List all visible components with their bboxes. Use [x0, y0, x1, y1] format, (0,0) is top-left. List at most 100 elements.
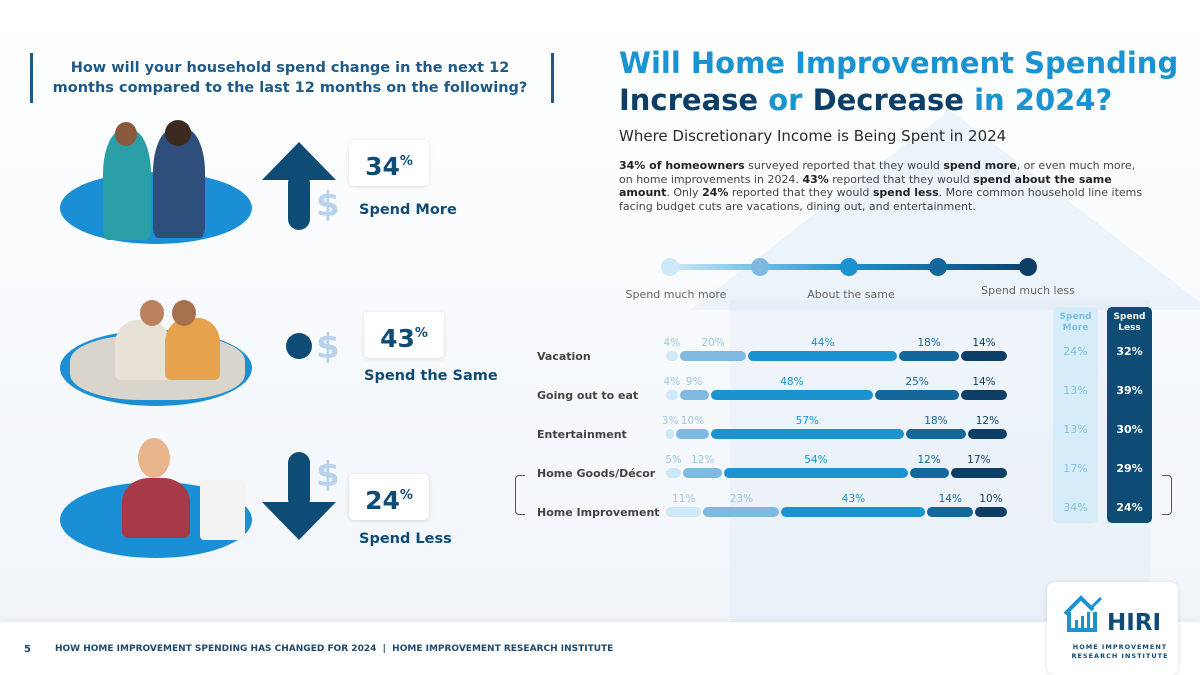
bar-value-label: 14%	[972, 376, 996, 388]
stat-spend-less: 24%	[349, 474, 429, 520]
spend-more-value: 34%	[1063, 501, 1088, 514]
page-title: Will Home Improvement Spending Increase …	[619, 46, 1179, 117]
dollar-icon: $	[316, 327, 340, 367]
category-label: Going out to eat	[537, 389, 639, 402]
scale-label-much-less: Spend much less	[981, 284, 1075, 297]
stat-spend-same: 43%	[364, 312, 444, 358]
spend-less-value: 30%	[1116, 423, 1143, 436]
question-right-rule	[551, 53, 554, 103]
bar-value-label: 57%	[795, 415, 820, 427]
bar-segment	[679, 351, 747, 361]
footer-text: HOW HOME IMPROVEMENT SPENDING HAS CHANGE…	[55, 644, 614, 654]
bar-segment	[679, 390, 709, 400]
category-label: Vacation	[537, 350, 591, 363]
spend-more-header: Spend More	[1059, 312, 1092, 333]
survey-question: How will your household spend change in …	[52, 60, 528, 96]
dollar-icon: $	[316, 455, 340, 495]
bar-segment	[960, 351, 1007, 361]
stat-label-spend-more: Spend More	[359, 202, 457, 218]
stat-label-spend-same: Spend the Same	[364, 368, 498, 384]
scale-dot-4	[929, 258, 947, 276]
stat-spend-more: 34%	[349, 140, 429, 186]
bar-segment	[666, 468, 682, 478]
bar-segment	[710, 429, 905, 439]
bar-segment	[875, 390, 959, 400]
bar-value-label: 18%	[924, 415, 948, 427]
bar-value-label: 12%	[691, 454, 715, 466]
bar-value-label: 44%	[811, 337, 835, 349]
page-number: 5	[24, 644, 31, 655]
spend-less-column	[1107, 307, 1152, 523]
bar-value-label: 43%	[841, 493, 866, 505]
bar-segment	[666, 507, 702, 517]
spend-more-value: 17%	[1063, 462, 1088, 475]
dollar-icon: $	[316, 185, 340, 225]
arrow-down-icon	[262, 452, 336, 540]
spend-more-value: 13%	[1063, 423, 1088, 436]
spend-less-value: 24%	[1116, 501, 1143, 514]
left-bracket	[515, 475, 525, 515]
scale-dot-2	[751, 258, 769, 276]
scale-dot-1	[661, 258, 679, 276]
bar-value-label: 23%	[729, 493, 754, 505]
spend-less-value: 39%	[1116, 384, 1143, 397]
bar-segment	[960, 390, 1007, 400]
bar-value-label: 54%	[804, 454, 828, 466]
hiri-logo: HIRI HOME IMPROVEMENT RESEARCH INSTITUTE	[1047, 582, 1178, 675]
bar-value-label: 5%	[665, 454, 682, 466]
bar-segment	[975, 507, 1007, 517]
bar-value-label: 9%	[685, 376, 703, 388]
bar-value-label: 14%	[938, 493, 962, 505]
bar-segment	[748, 351, 898, 361]
dot-icon	[286, 333, 312, 359]
section-subtitle: Where Discretionary Income is Being Spen…	[619, 127, 1007, 145]
category-label: Entertainment	[537, 428, 627, 441]
bar-value-label: 18%	[917, 337, 941, 349]
bar-segment	[909, 468, 949, 478]
bar-value-label: 12%	[917, 454, 941, 466]
spend-less-header: Spend Less	[1113, 312, 1146, 333]
scale-dot-5	[1019, 258, 1037, 276]
bar-segment	[710, 390, 874, 400]
bar-value-label: 3%	[661, 415, 679, 427]
bar-value-label: 17%	[967, 454, 991, 466]
bar-segment	[724, 468, 908, 478]
bar-segment	[899, 351, 959, 361]
bar-value-label: 10%	[680, 415, 705, 427]
summary-paragraph: 34% of homeowners surveyed reported that…	[619, 159, 1143, 213]
bar-segment	[666, 390, 678, 400]
scale-label-much-more: Spend much more	[625, 288, 727, 301]
bar-value-label: 11%	[672, 493, 696, 505]
house-chart-icon	[1063, 595, 1103, 632]
bar-value-label: 25%	[905, 376, 929, 388]
arrow-up-icon	[262, 142, 336, 230]
bar-segment	[781, 507, 926, 517]
category-label: Home Goods/Décor	[537, 467, 656, 480]
spend-more-column	[1053, 307, 1098, 523]
bar-segment	[967, 429, 1007, 439]
scale-dot-3	[840, 258, 858, 276]
footer	[0, 622, 1200, 675]
scale-label-same: About the same	[807, 288, 895, 301]
bar-value-label: 4%	[663, 376, 681, 388]
bar-segment	[927, 507, 974, 517]
spend-more-value: 13%	[1063, 384, 1088, 397]
bar-segment	[666, 429, 675, 439]
bar-value-label: 14%	[972, 337, 996, 349]
bar-value-label: 20%	[701, 337, 725, 349]
bar-value-label: 12%	[975, 415, 1000, 427]
bar-segment	[950, 468, 1007, 478]
bar-value-label: 48%	[780, 376, 804, 388]
bar-segment	[666, 351, 678, 361]
category-label: Home Improvement	[537, 506, 660, 519]
background-house-shape	[690, 110, 1200, 310]
bar-segment	[703, 507, 780, 517]
stat-label-spend-less: Spend Less	[359, 531, 452, 547]
spend-less-value: 29%	[1116, 462, 1143, 475]
right-bracket	[1162, 475, 1172, 515]
bar-value-label: 10%	[979, 493, 1003, 505]
bar-segment	[683, 468, 723, 478]
question-left-rule	[30, 53, 33, 103]
bar-segment	[906, 429, 966, 439]
spend-less-value: 32%	[1116, 345, 1143, 358]
